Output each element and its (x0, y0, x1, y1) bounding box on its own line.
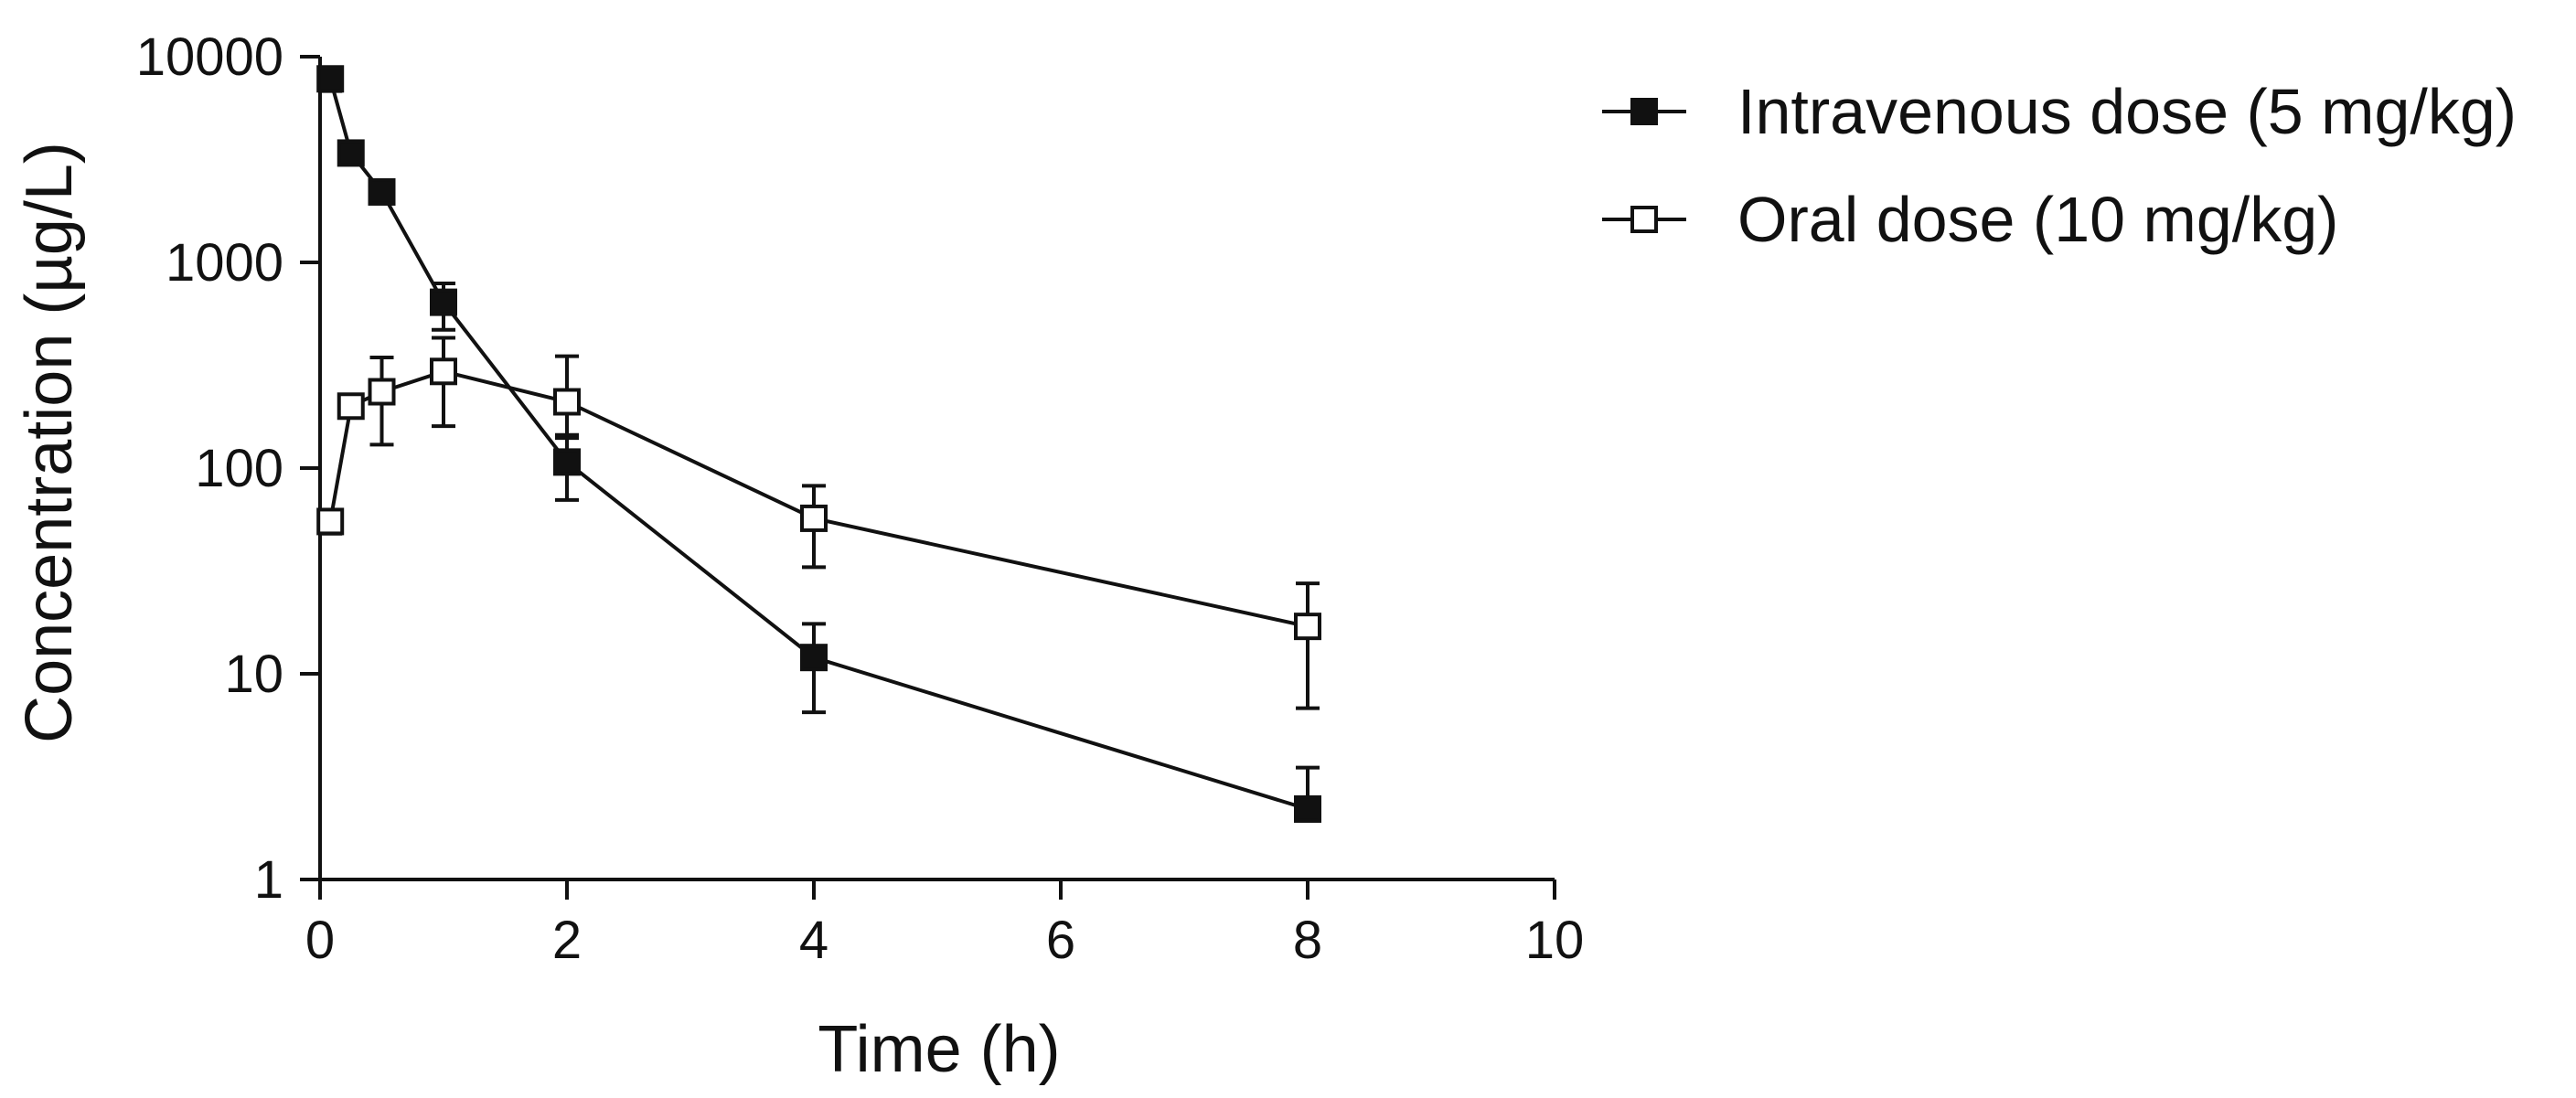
data-point (430, 357, 457, 386)
legend-item-intravenous: Intravenous dose (5 mg/kg) (1602, 76, 2517, 147)
x-tick-label: 6 (1046, 911, 1075, 970)
series-layer (316, 65, 1321, 823)
y-tick-label: 100 (195, 439, 283, 498)
x-axis-title: Time (h) (818, 1013, 1060, 1086)
series-oral (316, 336, 1321, 710)
x-tick-label: 10 (1525, 911, 1585, 970)
legend: Intravenous dose (5 mg/kg) Oral dose (10 … (1602, 76, 2517, 255)
legend-label: Intravenous dose (5 mg/kg) (1737, 76, 2517, 147)
legend-marker (1630, 98, 1658, 125)
data-point (1294, 613, 1321, 641)
y-tick-label: 10 (224, 645, 283, 704)
data-point (800, 644, 828, 672)
data-point (1294, 794, 1321, 823)
data-point (316, 507, 345, 536)
legend-marker (1630, 206, 1658, 233)
data-point (553, 448, 581, 476)
x-tick-label: 2 (552, 911, 582, 970)
y-axis-title: Concentration (µg/L) (13, 142, 86, 743)
series-line (328, 78, 1309, 811)
series-intravenous (316, 65, 1321, 823)
data-point (316, 65, 345, 93)
data-point (368, 177, 396, 206)
data-point (337, 139, 365, 167)
y-tick-label: 1000 (166, 233, 283, 293)
series-line (328, 369, 1309, 629)
x-tick-label: 0 (305, 911, 335, 970)
x-tick-label: 8 (1293, 911, 1322, 970)
legend-label: Oral dose (10 mg/kg) (1737, 184, 2338, 255)
legend-item-oral: Oral dose (10 mg/kg) (1602, 184, 2338, 255)
data-point (430, 288, 457, 316)
y-tick-label: 10000 (136, 27, 283, 87)
data-point (800, 504, 828, 532)
x-tick-label: 4 (799, 911, 828, 970)
axes: 0 2 4 6 8 10 1 10 100 1000 10000 (136, 27, 1585, 970)
data-point (553, 388, 581, 416)
data-point (337, 392, 365, 421)
y-tick-label: 1 (254, 850, 283, 910)
data-point (368, 378, 396, 406)
